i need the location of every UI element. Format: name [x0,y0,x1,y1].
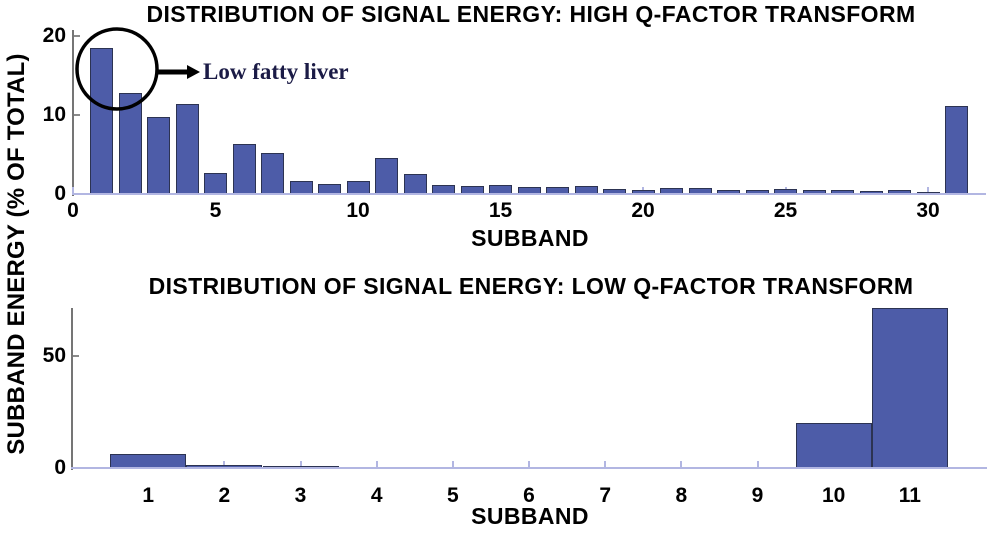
x-axis-line [71,466,987,469]
x-tick-label: 9 [751,484,764,507]
x-tick-label: 3 [294,484,307,507]
y-tick-label: 10 [42,102,66,126]
y-tick-mark [73,354,79,357]
bar-subband-3 [147,116,170,194]
x-tick-label: 5 [446,484,459,507]
x-tick-label: 5 [209,199,222,222]
bar-subband-10 [796,422,872,468]
annotation-circle [75,27,159,111]
annotation-label: Low fatty liver [203,59,349,84]
x-tick-label: 20 [631,199,655,222]
x-tick-label: 1 [142,484,154,507]
y-tick-label: 20 [42,24,66,48]
x-tick-mark [756,460,759,468]
x-tick-mark [72,186,74,194]
x-tick-label: 8 [675,484,688,507]
y-axis-line [71,307,73,470]
x-tick-label: 11 [898,484,921,507]
bar-subband-5 [204,172,227,194]
x-tick-label: 15 [488,199,513,222]
bar-subband-11 [375,157,398,194]
x-tick-label: 0 [67,199,79,222]
chart1-x-axis-label: SUBBAND [471,225,589,251]
x-tick-mark [680,460,683,468]
bar-subband-2 [119,92,142,194]
annotation-arrow-head [187,65,200,79]
x-tick-mark [528,460,530,468]
bar-subband-1 [110,453,186,468]
x-tick-label: 25 [773,199,798,222]
x-tick-mark [299,460,302,468]
y-tick-mark [74,35,80,38]
chart1-title: DISTRIBUTION OF SIGNAL ENERGY: HIGH Q-FA… [146,1,916,27]
x-tick-mark [604,460,607,468]
y-axis-line [72,30,74,196]
x-tick-label: 10 [821,484,846,507]
y-tick-label: 0 [54,455,66,479]
x-tick-label: 4 [370,484,383,507]
x-tick-mark [927,186,929,194]
y-tick-mark [74,113,80,116]
x-tick-mark [451,460,454,468]
x-axis-line [72,192,986,195]
x-tick-mark [375,460,378,468]
x-tick-label: 2 [218,484,231,507]
bar-subband-11 [872,307,948,468]
bar-subband-12 [404,173,427,194]
x-tick-label: 6 [523,484,535,507]
x-tick-label: 30 [916,199,940,222]
x-tick-label: 10 [346,199,370,222]
bar-subband-7 [261,152,284,194]
y-tick-label: 50 [42,343,66,367]
bar-subband-6 [233,143,256,194]
y-axis-label: SUBBAND ENERGY (% OF TOTAL) [3,53,30,455]
chart2-title: DISTRIBUTION OF SIGNAL ENERGY: LOW Q-FAC… [148,273,914,299]
bar-subband-4 [176,103,199,194]
bar-subband-31 [945,105,968,194]
chart2-x-axis-label: SUBBAND [471,503,589,529]
bar-subband-1 [90,47,113,194]
x-tick-mark [223,460,226,468]
x-tick-label: 7 [599,484,611,507]
y-tick-label: 0 [54,181,66,205]
